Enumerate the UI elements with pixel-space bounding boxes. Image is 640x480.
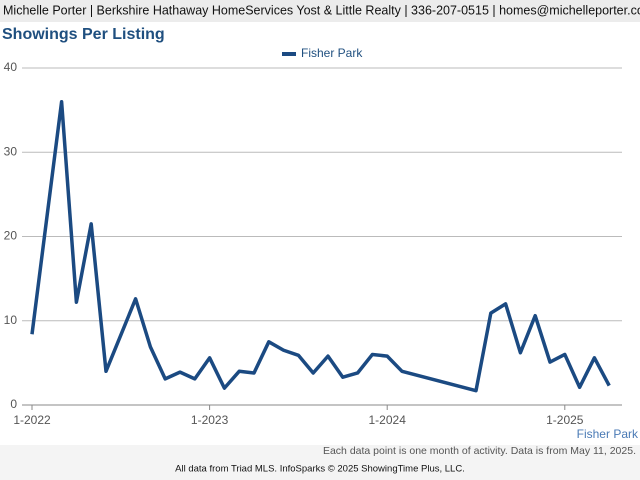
header-band xyxy=(0,0,640,22)
y-tick-label: 10 xyxy=(4,313,18,327)
x-tick-label: 1-2023 xyxy=(191,413,229,427)
x-tick-label: 1-2022 xyxy=(13,413,51,427)
x-tick-label: 1-2025 xyxy=(546,413,584,427)
corner-label: Fisher Park xyxy=(577,427,639,441)
y-tick-label: 0 xyxy=(10,397,17,411)
line xyxy=(30,99,611,393)
x-tick-label: 1-2024 xyxy=(369,413,407,427)
header: Michelle Porter | Berkshire Hathaway Hom… xyxy=(3,3,640,17)
note: Each data point is one month of activity… xyxy=(323,445,636,457)
y-tick-label: 40 xyxy=(4,60,18,74)
y-tick-label: 30 xyxy=(4,144,18,158)
legend-label: Fisher Park xyxy=(301,46,363,60)
footer: All data from Triad MLS. InfoSparks © 20… xyxy=(175,464,465,475)
y-tick-label: 20 xyxy=(4,229,18,243)
chart-title: Showings Per Listing xyxy=(2,26,165,43)
footer-band xyxy=(0,445,640,480)
